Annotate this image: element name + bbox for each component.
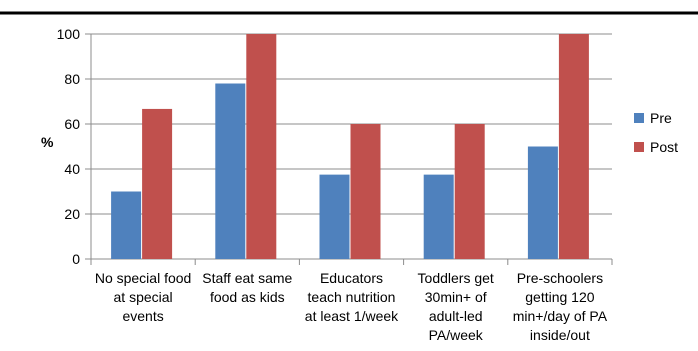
y-tick-label: 60 [64,116,80,132]
x-tick-label-line: Staff eat same [202,270,292,286]
bar-pre [527,146,558,259]
x-tick-label-line: teach nutrition [308,289,396,305]
y-tick-label: 40 [64,161,80,177]
x-tick-label-line: Educators [320,270,383,286]
y-tick-label: 20 [64,206,80,222]
y-tick-label: 100 [57,26,81,42]
legend-label-post: Post [650,139,678,155]
legend-swatch-pre [634,113,644,123]
bar-post [246,34,277,259]
x-tick-label: No special food at special events [95,270,192,324]
x-tick-label-line: at special [114,289,173,305]
x-tick-label-line: events [122,308,163,324]
bars [111,34,589,259]
legend-label-pre: Pre [650,110,672,126]
bar-post [350,124,381,259]
x-tick-label-line: food as kids [210,289,285,305]
y-tick-label: 80 [64,71,80,87]
bar-pre [111,191,142,259]
y-axis-label: % [41,134,54,150]
x-tick-label-line: inside/out [530,327,590,343]
bar-pre [319,174,350,259]
x-tick-label-line: getting 120 [525,289,594,305]
x-tick-label-line: at least 1/week [305,308,399,324]
x-tick-label-line: No special food [95,270,192,286]
x-tick-label-line: 30min+ of [425,289,487,305]
x-tick-label-line: Toddlers get [418,270,494,286]
y-tick-labels: 0 20 40 60 80 100 [57,26,81,267]
legend: Pre Post [634,110,678,155]
legend-swatch-post [634,142,644,152]
bar-post [454,124,485,259]
x-tick-label-line: adult-led [429,308,483,324]
bar-pre [215,83,246,259]
bar-post [142,108,173,259]
x-tick-label: Staff eat same food as kids [202,270,292,305]
x-tick-label: Toddlers get 30min+ of adult-led PA/week [418,270,494,343]
bar-pre [423,174,454,259]
x-tick-label-line: PA/week [429,327,484,343]
bar-post [558,34,589,259]
x-tick-labels: No special food at special events Staff eat… [95,270,608,343]
y-tick-label: 0 [72,251,80,267]
x-tick-label: Pre-schoolers getting 120 min+/day of PA in… [513,270,608,343]
x-tick-label-line: Pre-schoolers [517,270,603,286]
x-tick-label: Educators teach nutrition at least 1/week [305,270,399,324]
x-tick-label-line: min+/day of PA [513,308,608,324]
